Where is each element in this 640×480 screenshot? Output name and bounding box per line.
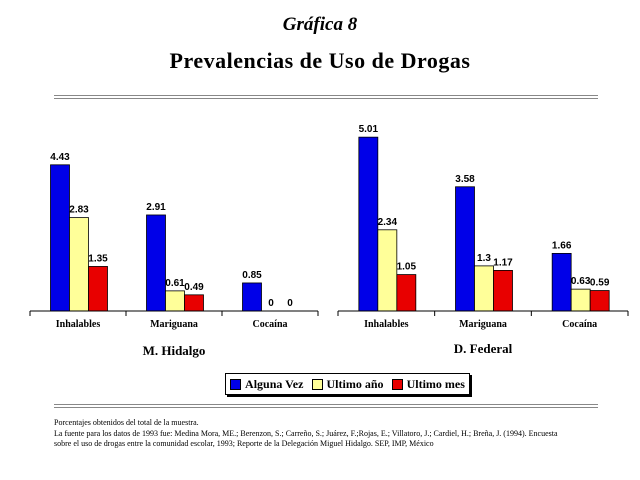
m-hidalgo-data-label-inhalables-alguna-vez: 4.43 xyxy=(50,152,70,163)
m-hidalgo-category-label-inhalables: Inhalables xyxy=(56,319,101,330)
d-federal-data-label-mariguana-alguna-vez: 3.58 xyxy=(455,174,475,185)
m-hidalgo-bar-mariguana-ultimo-ano xyxy=(165,290,185,312)
divider-bottom-1 xyxy=(54,404,598,405)
d-federal-panel-title: D. Federal xyxy=(454,341,513,356)
m-hidalgo-data-label-cocaina-ultimo-mes: 0 xyxy=(287,298,293,309)
m-hidalgo-bar-inhalables-ultimo-ano xyxy=(69,217,89,312)
d-federal-data-label-cocaina-ultimo-mes: 0.59 xyxy=(590,278,610,289)
d-federal-bar-inhalables-alguna-vez xyxy=(358,136,379,312)
m-hidalgo-bar-mariguana-ultimo-mes xyxy=(184,294,204,312)
figure-number: Gráfica 8 xyxy=(282,14,358,35)
d-federal-data-label-cocaina-ultimo-ano: 0.63 xyxy=(571,276,591,287)
d-federal-bar-cocaina-ultimo-mes xyxy=(589,290,610,312)
source-notes: Porcentajes obtenidos del total de la mu… xyxy=(54,418,624,450)
legend-swatch-alguna-vez xyxy=(230,378,242,390)
d-federal-bar-mariguana-ultimo-ano xyxy=(474,265,494,312)
m-hidalgo-bar-inhalables-alguna-vez xyxy=(50,164,70,312)
d-federal-data-label-cocaina-alguna-vez: 1.66 xyxy=(552,240,572,251)
d-federal-data-label-mariguana-ultimo-mes: 1.17 xyxy=(493,257,513,268)
m-hidalgo-data-label-mariguana-alguna-vez: 2.91 xyxy=(146,202,166,213)
d-federal-category-label-inhalables: Inhalables xyxy=(364,319,409,330)
m-hidalgo-category-label-mariguana: Mariguana xyxy=(150,319,198,330)
legend-label-ultimo-ano: Ultimo año xyxy=(326,376,384,391)
d-federal-data-label-mariguana-ultimo-ano: 1.3 xyxy=(477,253,491,264)
divider-top-1 xyxy=(54,95,598,96)
divider-bottom-2 xyxy=(54,407,598,408)
legend-swatch-ultimo-mes xyxy=(391,378,403,390)
m-hidalgo-data-label-mariguana-ultimo-ano: 0.61 xyxy=(165,278,185,289)
m-hidalgo-bar-inhalables-ultimo-mes xyxy=(88,266,108,312)
note-line-2: La fuente para los datos de 1993 fue: Me… xyxy=(54,428,558,438)
d-federal-category-label-cocaina: Cocaína xyxy=(562,319,597,330)
m-hidalgo-category-label-cocaina: Cocaína xyxy=(253,319,288,330)
legend-label-ultimo-mes: Ultimo mes xyxy=(406,376,465,391)
chart-title: Prevalencias de Uso de Drogas xyxy=(169,48,471,73)
legend-label-alguna-vez: Alguna Vez xyxy=(245,376,304,391)
d-federal-bar-inhalables-ultimo-mes xyxy=(396,274,417,312)
d-federal-bar-cocaina-ultimo-ano xyxy=(570,288,591,312)
d-federal-bar-mariguana-ultimo-mes xyxy=(493,270,513,312)
m-hidalgo-data-label-cocaina-ultimo-ano: 0 xyxy=(268,298,274,309)
m-hidalgo-panel-title: M. Hidalgo xyxy=(143,343,206,358)
m-hidalgo-bar-mariguana-alguna-vez xyxy=(146,214,166,312)
d-federal-bar-mariguana-alguna-vez xyxy=(455,186,475,312)
legend-item-ultimo-mes: Ultimo mes xyxy=(391,376,465,392)
m-hidalgo-data-label-mariguana-ultimo-mes: 0.49 xyxy=(184,282,204,293)
m-hidalgo-bar-cocaina-alguna-vez xyxy=(242,282,262,312)
legend-swatch-ultimo-ano xyxy=(311,378,323,390)
note-line-3: sobre el uso de drogas entre la comunida… xyxy=(54,439,434,448)
d-federal-bar-cocaina-alguna-vez xyxy=(551,252,572,312)
divider-top-2 xyxy=(54,98,598,99)
m-hidalgo-data-label-cocaina-alguna-vez: 0.85 xyxy=(242,270,262,281)
d-federal-data-label-inhalables-alguna-vez: 5.01 xyxy=(359,124,379,135)
d-federal-category-label-mariguana: Mariguana xyxy=(459,319,507,330)
m-hidalgo-data-label-inhalables-ultimo-ano: 2.83 xyxy=(69,205,89,216)
d-federal-bar-inhalables-ultimo-ano xyxy=(377,229,398,312)
note-line-1: Porcentajes obtenidos del total de la mu… xyxy=(54,418,199,427)
d-federal-data-label-inhalables-ultimo-ano: 2.34 xyxy=(378,217,398,228)
m-hidalgo-data-label-inhalables-ultimo-mes: 1.35 xyxy=(88,253,108,264)
legend: Alguna Vez Ultimo año Ultimo mes xyxy=(225,373,470,395)
legend-item-alguna-vez: Alguna Vez xyxy=(230,377,303,392)
legend-item-ultimo-ano: Ultimo año xyxy=(311,376,384,392)
d-federal-data-label-inhalables-ultimo-mes: 1.05 xyxy=(397,262,417,273)
